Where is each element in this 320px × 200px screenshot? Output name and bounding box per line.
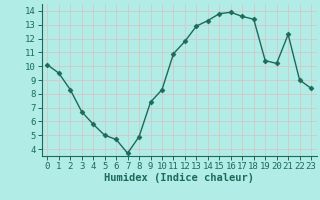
X-axis label: Humidex (Indice chaleur): Humidex (Indice chaleur) bbox=[104, 173, 254, 183]
